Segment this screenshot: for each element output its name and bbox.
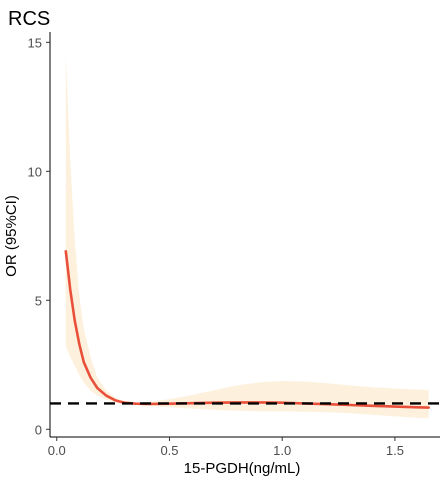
x-axis-ticks: 0.0 0.5 1.0 1.5 [48,437,404,458]
confidence-band-layer [65,55,429,419]
series-line-layer [50,250,440,409]
x-tick-label: 0.0 [48,443,66,458]
x-axis-title: 15-PGDH(ng/mL) [184,460,301,477]
y-axis-title: OR (95%CI) [3,195,20,277]
confidence-band-0 [65,55,429,419]
y-tick-label: 0 [35,422,42,437]
y-axis-ticks: 0 5 10 15 [28,35,50,437]
y-tick-label: 15 [28,35,42,50]
x-tick-label: 0.5 [160,443,178,458]
y-tick-label: 10 [28,164,42,179]
chart-title: RCS [8,8,50,30]
series-line-0 [64,250,431,409]
x-tick-label: 1.0 [273,443,291,458]
y-tick-label: 5 [35,293,42,308]
x-tick-label: 1.5 [386,443,404,458]
